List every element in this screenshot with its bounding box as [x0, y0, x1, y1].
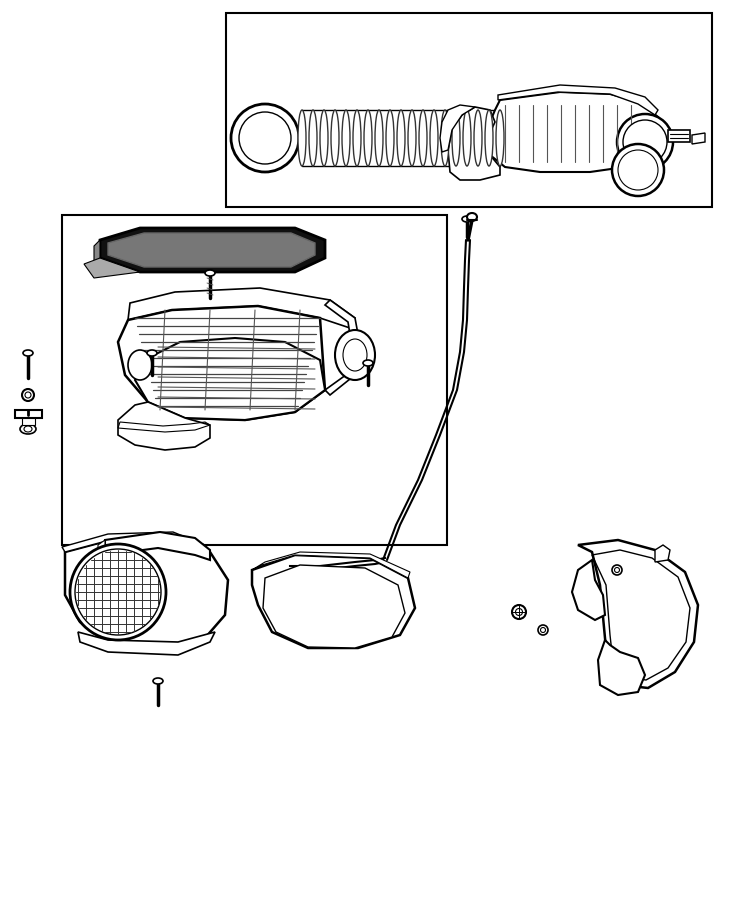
- Polygon shape: [655, 545, 670, 562]
- Bar: [226, 13, 712, 207]
- Ellipse shape: [496, 110, 504, 166]
- Polygon shape: [22, 418, 35, 425]
- Circle shape: [618, 150, 658, 190]
- Circle shape: [612, 565, 622, 575]
- Polygon shape: [100, 228, 325, 272]
- Ellipse shape: [419, 110, 427, 166]
- Polygon shape: [128, 288, 355, 328]
- Ellipse shape: [452, 110, 460, 166]
- Circle shape: [623, 120, 667, 164]
- Circle shape: [612, 144, 664, 196]
- Polygon shape: [118, 402, 210, 450]
- Circle shape: [540, 627, 545, 633]
- Ellipse shape: [467, 213, 477, 221]
- Polygon shape: [488, 92, 660, 172]
- Ellipse shape: [153, 678, 163, 684]
- Polygon shape: [498, 85, 658, 115]
- Ellipse shape: [463, 110, 471, 166]
- Polygon shape: [252, 552, 410, 578]
- Polygon shape: [78, 632, 215, 655]
- Circle shape: [516, 608, 522, 616]
- Ellipse shape: [335, 330, 375, 380]
- Polygon shape: [15, 410, 42, 418]
- Ellipse shape: [331, 110, 339, 166]
- Ellipse shape: [23, 350, 33, 356]
- Polygon shape: [94, 240, 100, 264]
- Polygon shape: [325, 300, 360, 395]
- Polygon shape: [98, 540, 105, 560]
- Polygon shape: [65, 538, 228, 650]
- Ellipse shape: [397, 110, 405, 166]
- Ellipse shape: [343, 339, 367, 371]
- Circle shape: [231, 104, 299, 172]
- Polygon shape: [118, 306, 325, 420]
- Polygon shape: [84, 258, 140, 278]
- Polygon shape: [448, 107, 500, 180]
- Polygon shape: [578, 540, 698, 688]
- Bar: [668, 130, 690, 142]
- Ellipse shape: [298, 110, 306, 166]
- Ellipse shape: [364, 110, 372, 166]
- Circle shape: [25, 392, 31, 398]
- Ellipse shape: [408, 110, 416, 166]
- Circle shape: [538, 625, 548, 635]
- Polygon shape: [105, 532, 210, 560]
- Circle shape: [617, 114, 673, 170]
- Circle shape: [613, 146, 657, 190]
- Ellipse shape: [20, 424, 36, 434]
- Ellipse shape: [147, 350, 157, 356]
- Polygon shape: [692, 133, 705, 144]
- Polygon shape: [108, 233, 315, 267]
- Circle shape: [70, 544, 166, 640]
- Polygon shape: [598, 640, 645, 695]
- Ellipse shape: [363, 360, 373, 366]
- Circle shape: [22, 389, 34, 401]
- Ellipse shape: [386, 110, 394, 166]
- Ellipse shape: [205, 270, 215, 276]
- Ellipse shape: [353, 110, 361, 166]
- Polygon shape: [135, 338, 325, 420]
- Ellipse shape: [128, 350, 152, 380]
- Ellipse shape: [320, 110, 328, 166]
- Polygon shape: [62, 532, 210, 552]
- Ellipse shape: [24, 426, 32, 432]
- Ellipse shape: [441, 110, 449, 166]
- Bar: [62, 215, 447, 545]
- Ellipse shape: [430, 110, 438, 166]
- Circle shape: [239, 112, 291, 164]
- Circle shape: [614, 568, 619, 572]
- Ellipse shape: [342, 110, 350, 166]
- Ellipse shape: [462, 216, 472, 222]
- Polygon shape: [440, 105, 475, 152]
- Ellipse shape: [309, 110, 317, 166]
- Polygon shape: [263, 565, 405, 648]
- Ellipse shape: [474, 110, 482, 166]
- Ellipse shape: [485, 110, 493, 166]
- Polygon shape: [252, 555, 415, 648]
- Ellipse shape: [375, 110, 383, 166]
- Circle shape: [512, 605, 526, 619]
- Polygon shape: [572, 560, 605, 620]
- Circle shape: [75, 549, 161, 635]
